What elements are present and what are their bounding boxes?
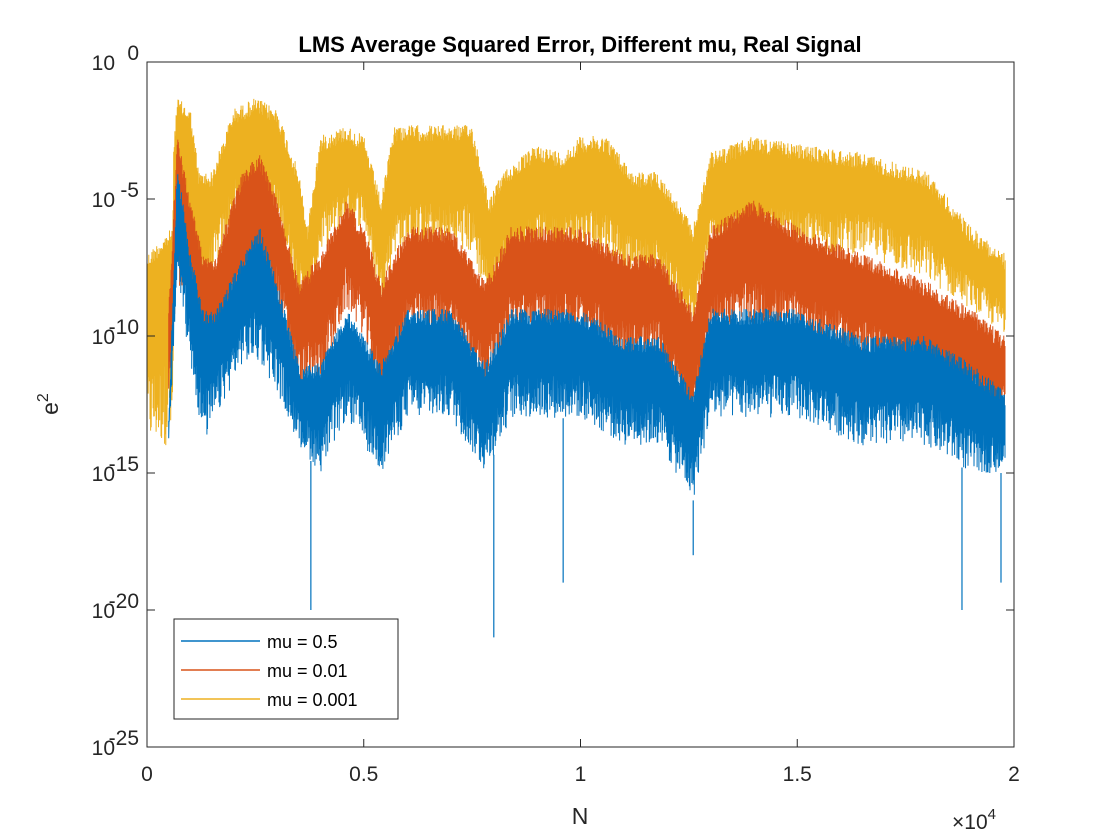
y-tick-label: 10 [92,52,115,75]
x-tick-label: 0.5 [349,763,378,786]
series-layer [147,98,1006,638]
y-tick-exponent: 0 [127,42,139,65]
chart-title: LMS Average Squared Error, Different mu,… [298,32,861,57]
y-tick-exponent: -20 [109,590,139,613]
x-tick-label: 1 [575,763,587,786]
y-axis-label-exponent: 2 [35,393,52,402]
legend: mu = 0.5 mu = 0.01 mu = 0.001 [173,618,399,720]
legend-label-mu-0.01: mu = 0.01 [267,661,348,681]
series-mu-0.01 [168,139,1006,443]
x-tick-label: 1.5 [783,763,812,786]
series-mu-0.001 [147,98,1006,446]
y-tick-label: 10 [92,189,115,212]
series-trace [168,139,1006,443]
y-tick-exponent: -5 [120,179,139,202]
legend-label-mu-0.5: mu = 0.5 [267,632,338,652]
legend-box [173,618,399,720]
series-mu-0.5 [168,174,1006,638]
y-axis-label: e2 [35,393,63,415]
y-tick-label: 10 [92,600,115,623]
y-tick-exponent: -15 [109,453,139,476]
y-tick-label: 10 [92,737,115,760]
x-tick-label: 2 [1008,763,1020,786]
svg-text:e2: e2 [35,393,63,415]
x-tick-label: 0 [141,763,153,786]
legend-label-mu-0.001: mu = 0.001 [267,690,358,710]
y-tick-exponent: -10 [109,316,139,339]
series-trace [147,98,1006,446]
y-axis-label-base: e [37,402,63,415]
y-tick-label: 10 [92,463,115,486]
y-tick-exponent: -25 [109,727,139,750]
x-axis-multiplier: ×104 [952,806,996,834]
y-tick-label: 10 [92,326,115,349]
x-multiplier-exponent: 4 [988,806,996,823]
x-axis-label: N [572,803,589,829]
x-multiplier-base: ×10 [952,811,988,834]
series-trace [168,174,1006,495]
